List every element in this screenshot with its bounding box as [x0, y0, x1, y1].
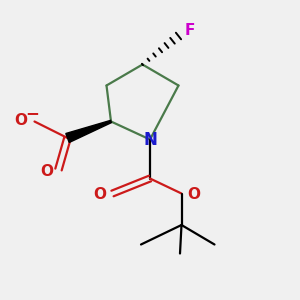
Text: −: −	[25, 104, 39, 122]
Text: O: O	[93, 187, 106, 202]
Text: O: O	[188, 187, 201, 202]
Text: O: O	[40, 164, 53, 178]
Text: N: N	[144, 131, 158, 149]
Polygon shape	[66, 120, 111, 142]
Text: F: F	[185, 23, 195, 38]
Text: O: O	[14, 113, 28, 128]
